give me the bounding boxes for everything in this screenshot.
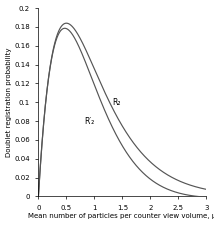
Text: R₂: R₂ <box>112 98 121 107</box>
Y-axis label: Doublet registration probability: Doublet registration probability <box>6 47 12 157</box>
X-axis label: Mean number of particles per counter view volume, μ: Mean number of particles per counter vie… <box>28 214 214 219</box>
Text: R′₂: R′₂ <box>84 117 95 126</box>
